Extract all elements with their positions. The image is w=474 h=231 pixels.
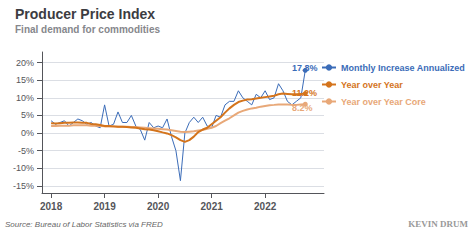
svg-text:Year over Year: Year over Year [341, 80, 403, 90]
svg-text:2018: 2018 [40, 201, 63, 212]
svg-text:2020: 2020 [147, 201, 170, 212]
svg-text:2022: 2022 [254, 201, 277, 212]
svg-text:Year over Year Core: Year over Year Core [341, 97, 426, 107]
svg-text:-15%: -15% [13, 181, 34, 191]
svg-text:2019: 2019 [93, 201, 116, 212]
svg-text:8.2%: 8.2% [292, 103, 313, 113]
svg-text:Producer Price Index: Producer Price Index [15, 6, 155, 22]
svg-text:10%: 10% [16, 93, 34, 103]
svg-text:0%: 0% [21, 128, 34, 138]
svg-text:-5%: -5% [18, 146, 34, 156]
svg-text:Final demand for commodities: Final demand for commodities [15, 24, 160, 35]
svg-text:KEVIN DRUM: KEVIN DRUM [408, 219, 468, 229]
svg-text:5%: 5% [21, 110, 34, 120]
svg-text:2021: 2021 [201, 201, 224, 212]
svg-text:-10%: -10% [13, 163, 34, 173]
svg-text:17.8%: 17.8% [292, 63, 318, 73]
svg-text:Source: Bureau of Labor Statis: Source: Bureau of Labor Statistics via F… [5, 220, 163, 229]
svg-text:20%: 20% [16, 58, 34, 68]
svg-text:15%: 15% [16, 75, 34, 85]
svg-text:11.2%: 11.2% [292, 88, 317, 98]
svg-text:Monthly Increase Annualized: Monthly Increase Annualized [341, 63, 465, 73]
